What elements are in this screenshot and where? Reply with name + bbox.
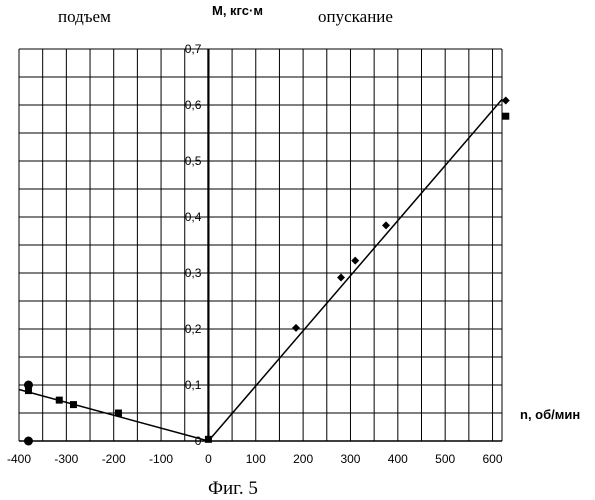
y-tick-label: 0,5 (185, 154, 202, 168)
diamond-point (337, 273, 345, 281)
diamond-point (292, 324, 300, 332)
square-point (205, 436, 212, 443)
y-axis-label: М, кгс·м (212, 3, 263, 18)
y-tick-label: 0,6 (185, 98, 202, 112)
x-tick-label: 600 (483, 452, 503, 466)
y-tick-label: 0,4 (185, 210, 202, 224)
trend-line (208, 99, 502, 441)
diamond-point (382, 221, 390, 229)
x-tick-label: 400 (388, 452, 408, 466)
y-tick-label: 0,1 (185, 378, 202, 392)
figure-caption: Фиг. 5 (208, 478, 258, 499)
square-point (56, 397, 63, 404)
diamond-point (502, 97, 510, 105)
square-point (70, 401, 77, 408)
circle-point (24, 437, 33, 446)
square-point (115, 410, 122, 417)
y-tick-label: 0 (195, 434, 202, 448)
x-tick-label: 100 (246, 452, 266, 466)
annotation-left: подъем (58, 7, 111, 26)
circle-point (24, 381, 33, 390)
x-tick-label: -400 (7, 452, 31, 466)
square-point (502, 113, 509, 120)
annotation-right: опускание (318, 7, 393, 26)
x-axis-label: n, об/мин (520, 407, 580, 422)
x-tick-label: 300 (340, 452, 360, 466)
x-tick-label: 0 (205, 452, 212, 466)
x-tick-label: -300 (54, 452, 78, 466)
x-tick-label: 500 (435, 452, 455, 466)
grid (19, 49, 502, 441)
y-tick-label: 0,7 (185, 42, 202, 56)
y-tick-label: 0,2 (185, 322, 202, 336)
tick-labels: -400 -300 -200 -100 0 100 200 300 400 500 600 0 0,1 0… (7, 42, 503, 466)
data-points (24, 97, 510, 446)
trend-lines (19, 99, 502, 441)
x-tick-label: -200 (102, 452, 126, 466)
x-tick-label: -100 (149, 452, 173, 466)
y-tick-label: 0,3 (185, 266, 202, 280)
x-tick-label: 200 (293, 452, 313, 466)
diamond-point (351, 257, 359, 265)
